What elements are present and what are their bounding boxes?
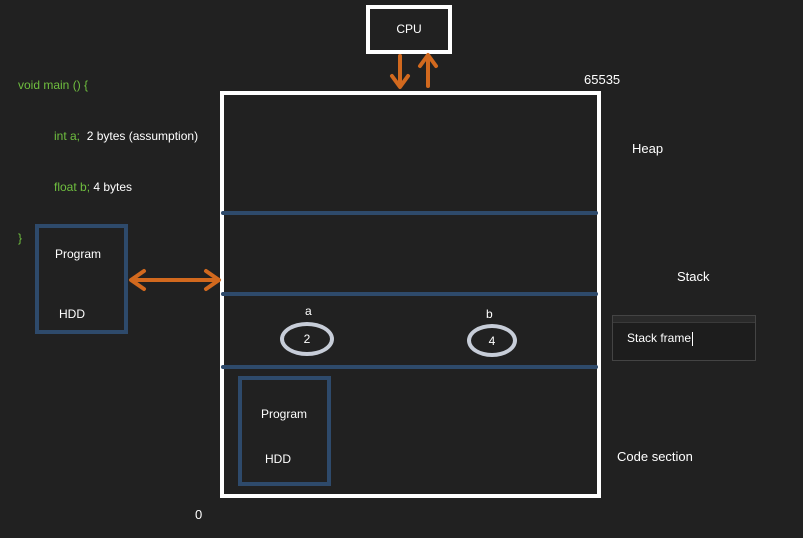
variable-a-name: a [305,304,312,318]
variable-a-value: 2 [303,332,311,346]
stack-frame-textbox[interactable]: Stack frame [612,315,756,361]
variable-a-cell: 2 [280,322,334,356]
stack-frame-top-divider [221,292,598,296]
code-program-subtitle: HDD [265,452,291,466]
top-address: 65535 [584,72,621,87]
code-snippet: void main () { int a; 2 bytes (assumptio… [18,43,198,264]
cpu-label: CPU [396,22,422,36]
code-section-label: Code section [617,449,693,464]
cpu-box: CPU [366,5,452,54]
code-line-float: float b; 4 bytes [18,179,198,196]
code-float-decl: float b; [54,180,94,194]
stack-frame-label: Stack frame [627,331,692,345]
textbox-drag-handle[interactable] [613,316,755,323]
variable-b-name: b [486,307,493,321]
text-cursor [692,331,694,346]
code-int-decl: int a; [54,129,87,143]
heap-label: Heap [632,141,664,156]
external-program-box: Program HDD [35,224,128,334]
code-program-box: Program HDD [238,376,331,486]
external-program-subtitle: HDD [59,307,85,321]
heap-stack-divider [221,211,598,215]
code-program-title: Program [261,407,308,421]
cpu-down-arrow [390,54,410,89]
bottom-address: 0 [195,507,203,522]
code-line-main: void main () { [18,78,89,92]
code-line-close: } [18,231,23,245]
stack-code-divider [221,365,598,369]
code-line-int: int a; 2 bytes (assumption) [18,128,198,145]
code-float-size: 4 bytes [93,180,133,194]
code-int-size: 2 bytes (assumption) [86,129,199,143]
stack-frame-text: Stack frame [627,331,694,346]
variable-b-value: 4 [488,333,496,348]
variable-b-cell: 4 [467,324,517,357]
program-memory-arrow [129,269,221,291]
cpu-up-arrow [418,53,438,88]
external-program-title: Program [55,247,102,261]
stack-label: Stack [677,269,710,284]
